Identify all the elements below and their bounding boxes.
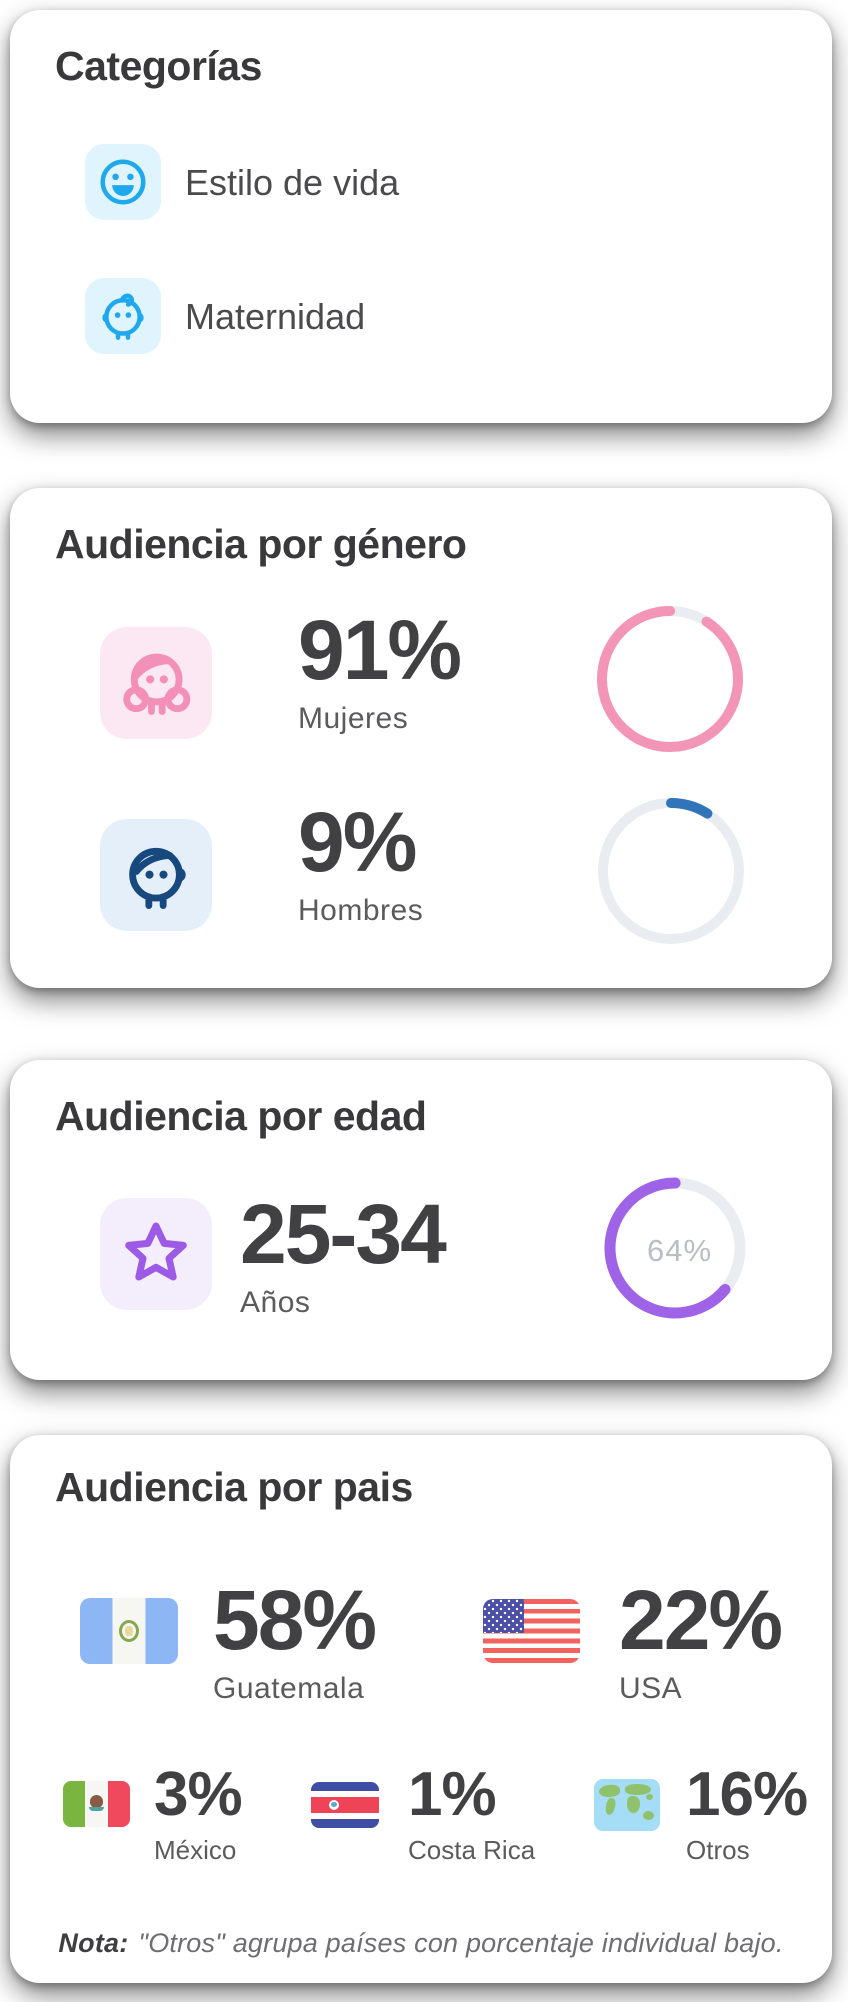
usa-stat: 22% USA — [619, 1573, 783, 1706]
otros-stat: 16% Otros — [686, 1760, 808, 1866]
note-text: "Otros" agrupa países con porcentaje ind… — [138, 1928, 784, 1958]
world-map-icon — [594, 1779, 660, 1831]
country-title: Audiencia por pais — [55, 1464, 413, 1510]
otros-label: Otros — [686, 1835, 750, 1865]
costa-rica-stat: 1% Costa Rica — [408, 1764, 535, 1866]
male-percent: 9% — [298, 795, 417, 889]
costa-rica-flag-icon — [311, 1782, 379, 1828]
female-label: Mujeres — [298, 702, 409, 735]
guatemala-label: Guatemala — [213, 1672, 365, 1705]
male-donut-chart — [598, 798, 744, 944]
mexico-label: México — [154, 1835, 237, 1865]
male-stat: 9% Hombres — [298, 800, 423, 928]
usa-flag-icon — [483, 1599, 580, 1663]
category-label-maternity: Maternidad — [185, 296, 366, 337]
note-prefix: Nota: — [58, 1928, 129, 1958]
female-face-icon — [100, 627, 212, 739]
mexico-flag-icon — [63, 1781, 130, 1827]
country-note: Nota: "Otros" agrupa países con porcentaj… — [10, 1928, 832, 1959]
male-face-icon — [100, 819, 212, 931]
gender-title: Audiencia por género — [55, 521, 467, 567]
otros-percent: 16% — [686, 1760, 808, 1829]
star-icon — [100, 1198, 212, 1310]
female-stat: 91% Mujeres — [298, 603, 462, 736]
male-label: Hombres — [298, 894, 424, 927]
mexico-percent: 3% — [154, 1760, 243, 1829]
age-title: Audiencia por edad — [55, 1093, 427, 1139]
female-donut-chart — [597, 606, 743, 752]
costa-rica-percent: 1% — [408, 1760, 497, 1829]
age-range: 25-34 — [240, 1187, 447, 1281]
guatemala-percent: 58% — [213, 1573, 377, 1667]
guatemala-flag-icon — [80, 1598, 178, 1664]
guatemala-stat: 58% Guatemala — [213, 1573, 377, 1706]
female-percent: 91% — [298, 603, 462, 697]
age-donut-value: 64% — [647, 1233, 713, 1268]
age-range-label: Años — [240, 1286, 311, 1319]
baby-face-icon — [85, 278, 161, 354]
usa-percent: 22% — [619, 1573, 783, 1667]
age-donut-chart — [604, 1177, 746, 1319]
categories-title: Categorías — [55, 43, 262, 89]
smiley-face-icon — [85, 144, 161, 220]
country-card: Audiencia por pais Nota: "Otros" agrupa p… — [10, 1435, 832, 1983]
age-stat: 25-34 Años — [240, 1187, 447, 1320]
category-label-lifestyle: Estilo de vida — [185, 162, 400, 203]
usa-label: USA — [619, 1672, 683, 1705]
mexico-stat: 3% México — [154, 1760, 243, 1866]
costa-rica-label: Costa Rica — [408, 1835, 536, 1865]
